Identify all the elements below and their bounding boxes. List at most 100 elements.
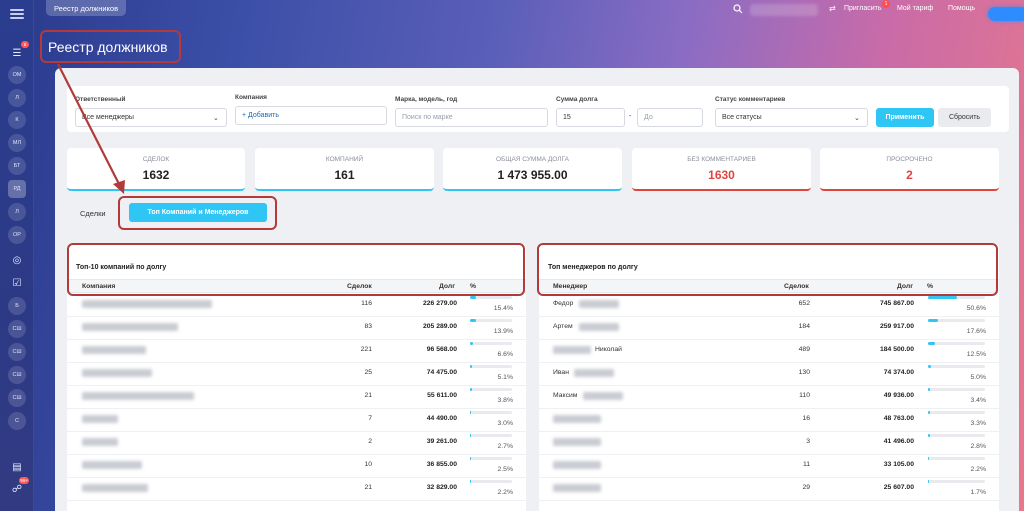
sidebar-document-icon[interactable]: ▤: [8, 458, 26, 476]
share-bar-fill: [928, 411, 930, 414]
row-debt: 205 289.00: [422, 323, 457, 330]
chat-icon: ☍: [11, 483, 23, 495]
row-pct: 5.0%: [970, 374, 987, 381]
row-debt: 39 261.00: [426, 438, 457, 445]
row-pct: 1.7%: [970, 489, 987, 496]
sidebar-item-4[interactable]: МЛ: [8, 134, 26, 152]
table-row[interactable]: 116 226 279.00 15.4%: [67, 294, 526, 317]
car-search-placeholder: Поиск по марке: [402, 114, 453, 121]
table-row[interactable]: 16 48 763.00 3.3%: [539, 409, 999, 432]
sidebar-item-16[interactable]: С: [8, 412, 26, 430]
share-bar-track: [470, 319, 512, 322]
companies-table-header: Компания Сделок Долг %: [67, 279, 526, 293]
table-row[interactable]: 10 36 855.00 2.5%: [67, 455, 526, 478]
sidebar-item-label: С: [15, 418, 19, 424]
row-deals: 130: [798, 369, 810, 376]
share-bar-fill: [470, 457, 472, 460]
table-row[interactable]: Артем 184 259 917.00 17.6%: [539, 317, 999, 340]
tab-top-companies-managers[interactable]: Топ Компаний и Менеджеров: [129, 203, 267, 222]
row-debt: 184 500.00: [879, 346, 914, 353]
stat-deals: СДЕЛОК 1632: [67, 148, 245, 191]
table-row[interactable]: Иван 130 74 374.00 5.0%: [539, 363, 999, 386]
share-bar-track: [470, 457, 512, 460]
account-pill[interactable]: [988, 7, 1024, 21]
sidebar-chat-icon[interactable]: ☍ 99+: [8, 477, 29, 498]
help-link[interactable]: Помощь: [948, 5, 976, 12]
invite-icon[interactable]: ⇄: [829, 4, 836, 13]
car-search-input[interactable]: Поиск по марке: [395, 108, 548, 127]
sidebar-item-15[interactable]: СШ: [8, 389, 26, 407]
responsible-select[interactable]: Все менеджеры ⌄: [75, 108, 227, 127]
row-debt: 36 855.00: [426, 461, 457, 468]
sidebar-item-11[interactable]: Б: [8, 297, 26, 315]
table-row[interactable]: 25 74 475.00 5.1%: [67, 363, 526, 386]
table-row[interactable]: 29 25 607.00 1.7%: [539, 478, 999, 501]
row-pct: 3.0%: [497, 420, 514, 427]
apply-button[interactable]: Применить: [876, 108, 934, 127]
companies-header-highlight: [67, 243, 525, 296]
row-pct: 3.4%: [970, 397, 987, 404]
sidebar-item-6[interactable]: РД: [8, 180, 26, 198]
chevron-down-icon: ⌄: [854, 115, 860, 122]
status-select[interactable]: Все статусы ⌄: [715, 108, 868, 127]
sidebar-item-14[interactable]: СШ: [8, 366, 26, 384]
sidebar-item-7[interactable]: Л: [8, 203, 26, 221]
company-add-link[interactable]: + Добавить: [242, 112, 279, 119]
breadcrumb-tab[interactable]: Реестр должников: [46, 0, 127, 16]
share-bar-fill: [470, 480, 471, 483]
company-add-field[interactable]: + Добавить: [235, 106, 387, 125]
stat-companies-value: 161: [334, 168, 355, 182]
user-name-blurred[interactable]: [750, 4, 818, 16]
sidebar-item-1[interactable]: ОМ: [8, 66, 26, 84]
table-row[interactable]: Федор 652 745 867.00 50.6%: [539, 294, 999, 317]
table-row[interactable]: 11 33 105.00 2.2%: [539, 455, 999, 478]
blurred-name: [578, 300, 619, 308]
sidebar-item-2[interactable]: Л: [8, 89, 26, 107]
menu-icon[interactable]: [10, 9, 24, 19]
row-debt: 74 374.00: [883, 369, 914, 376]
table-row[interactable]: 21 55 611.00 3.8%: [67, 386, 526, 409]
share-bar-track: [928, 342, 985, 345]
row-pct: 3.3%: [970, 420, 987, 427]
sum-from-input[interactable]: 15: [556, 108, 625, 127]
tab-deals[interactable]: Сделки: [80, 209, 106, 218]
col-pct: %: [927, 283, 934, 290]
invite-link[interactable]: Пригласить: [844, 5, 882, 12]
sidebar-item-12[interactable]: СШ: [8, 320, 26, 338]
table-row[interactable]: 21 32 829.00 2.2%: [67, 478, 526, 501]
row-deals: 2: [368, 438, 372, 445]
table-row[interactable]: 83 205 289.00 13.9%: [67, 317, 526, 340]
share-bar-fill: [470, 342, 473, 345]
table-row[interactable]: 2 39 261.00 2.7%: [67, 432, 526, 455]
table-row[interactable]: 3 41 496.00 2.8%: [539, 432, 999, 455]
search-icon[interactable]: [733, 4, 743, 14]
sidebar-checkbox-icon[interactable]: ☑: [8, 274, 26, 292]
sidebar-filter-icon[interactable]: ☰ 6: [8, 41, 29, 62]
row-deals: 25: [364, 369, 372, 376]
tariff-link[interactable]: Мой тариф: [897, 5, 934, 12]
row-debt: 745 867.00: [879, 300, 914, 307]
table-row[interactable]: Николай 489 184 500.00 12.5%: [539, 340, 999, 363]
sidebar-item-3[interactable]: К: [8, 111, 26, 129]
sidebar-item-5[interactable]: БТ: [8, 157, 26, 175]
blurred-name: [82, 461, 142, 469]
share-bar-fill: [928, 434, 930, 437]
row-debt: 96 568.00: [426, 346, 457, 353]
sum-to-input[interactable]: До: [637, 108, 703, 127]
blurred-name: [578, 323, 619, 331]
table-row[interactable]: 221 96 568.00 6.6%: [67, 340, 526, 363]
table-row[interactable]: Максим 110 49 936.00 3.4%: [539, 386, 999, 409]
responsible-value: Все менеджеры: [82, 114, 134, 121]
row-pct: 2.5%: [497, 466, 514, 473]
stat-deals-label: СДЕЛОК: [142, 156, 170, 163]
col-deals: Сделок: [784, 283, 809, 290]
reset-button[interactable]: Сбросить: [938, 108, 991, 127]
table-row[interactable]: 7 44 490.00 3.0%: [67, 409, 526, 432]
row-debt: 25 607.00: [883, 484, 914, 491]
sidebar-target-icon[interactable]: ◎: [8, 251, 26, 269]
share-bar-fill: [928, 342, 936, 345]
row-debt: 74 475.00: [426, 369, 457, 376]
sidebar-item-8[interactable]: ОР: [8, 226, 26, 244]
sidebar-item-13[interactable]: СШ: [8, 343, 26, 361]
col-manager: Менеджер: [553, 283, 588, 290]
